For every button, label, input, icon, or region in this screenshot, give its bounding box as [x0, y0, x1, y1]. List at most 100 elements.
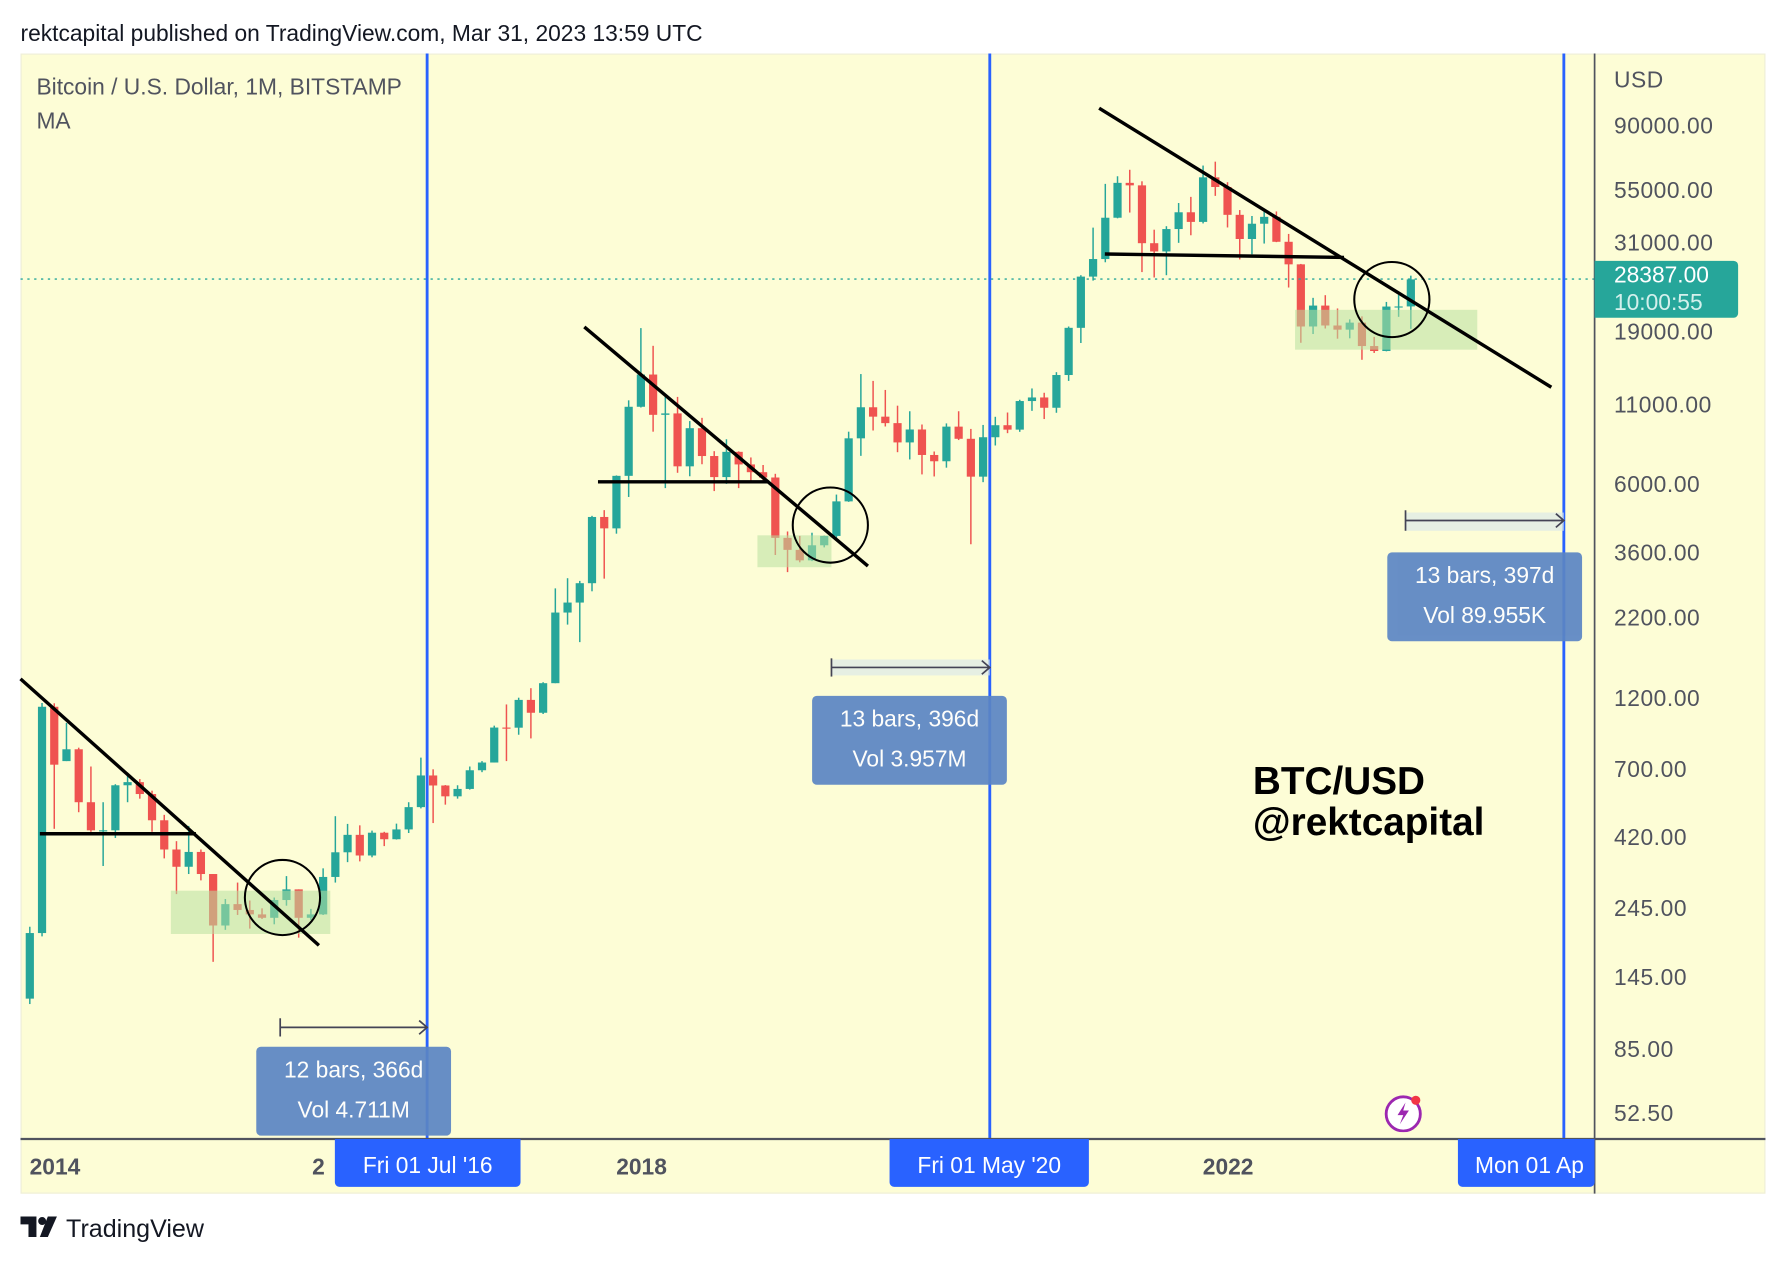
- price-label: 1200.00: [1613, 686, 1701, 712]
- candle-body: [1125, 182, 1134, 186]
- date-range-label-2: 13 bars, 396d Vol 3.957M: [812, 695, 1007, 785]
- lightning-icon[interactable]: [1384, 1093, 1423, 1133]
- watermark-symbol: BTC/USD: [1252, 759, 1426, 803]
- candle-body: [465, 770, 474, 789]
- candle-body: [1174, 212, 1183, 230]
- downtrend-line-2: [583, 325, 870, 568]
- candle-2015-12: [343, 823, 352, 863]
- candle-body: [575, 583, 584, 603]
- candle-2020-03: [966, 428, 975, 545]
- candle-body: [380, 832, 389, 840]
- candle-body: [1284, 241, 1293, 265]
- candle-body: [636, 374, 645, 407]
- candle-body: [966, 438, 975, 477]
- candle-2017-10: [612, 475, 621, 534]
- candle-2017-02: [514, 697, 523, 735]
- tradingview-logo[interactable]: TradingView: [20, 1214, 204, 1244]
- breakout-circle-1: [243, 858, 322, 937]
- candle-2022-02: [1247, 215, 1257, 255]
- candle-2013-10: [25, 926, 34, 1005]
- candle-body: [587, 516, 597, 584]
- candle-body: [844, 438, 853, 502]
- price-label: 700.00: [1613, 757, 1688, 783]
- candle-body: [991, 425, 1000, 438]
- candle-2021-12: [1223, 182, 1232, 228]
- candle-body: [404, 807, 413, 830]
- candle-body: [697, 428, 707, 457]
- candle-body: [1003, 425, 1012, 430]
- candle-body: [881, 416, 890, 424]
- candle-body: [1150, 243, 1159, 252]
- marker-date-apr-2024: Mon 01 Ap: [1457, 1139, 1595, 1187]
- support-line-3: [1104, 252, 1345, 260]
- date-range-label-1: 12 bars, 366d Vol 4.711M: [256, 1046, 452, 1136]
- candle-2018-02: [661, 395, 670, 489]
- candle-2017-05: [551, 588, 560, 684]
- candle-body: [563, 602, 572, 613]
- candle-body: [710, 456, 719, 478]
- candle-body: [514, 699, 523, 728]
- candle-2013-12: [50, 703, 59, 829]
- candle-body: [99, 830, 108, 832]
- candle-2018-03: [673, 396, 682, 473]
- symbol-legend[interactable]: Bitcoin / U.S. Dollar, 1M, BITSTAMP: [36, 75, 402, 101]
- bar-countdown: 10:00:55: [1613, 290, 1703, 316]
- watermark-author: @rektcapital: [1252, 800, 1485, 844]
- candle-2015-11: [331, 816, 340, 883]
- candle-body: [74, 749, 83, 803]
- candle-body: [1260, 216, 1269, 224]
- candle-body: [1113, 182, 1122, 218]
- accumulation-zone-3: [1295, 309, 1478, 350]
- candle-body: [331, 852, 340, 877]
- date-range-arrow-3: [1405, 513, 1566, 529]
- candle-2020-12: [1076, 275, 1085, 343]
- candle-body: [367, 832, 377, 856]
- publish-header: rektcapital published on TradingView.com…: [20, 21, 703, 47]
- candle-2021-05: [1137, 181, 1147, 273]
- candle-2014-03: [86, 766, 96, 832]
- candle-2022-05: [1284, 233, 1293, 288]
- candle-2016-05: [404, 802, 413, 834]
- indicator-legend[interactable]: MA: [36, 109, 71, 135]
- candle-2021-07: [1162, 226, 1171, 276]
- price-label: 2200.00: [1613, 605, 1701, 631]
- range-bars: 12 bars, 366d: [283, 1058, 424, 1084]
- candle-2021-03: [1113, 176, 1122, 219]
- candle-body: [771, 477, 780, 538]
- price-axis-currency: USD: [1613, 68, 1664, 94]
- candle-2021-02: [1101, 183, 1110, 263]
- candle-body: [343, 834, 352, 853]
- candle-2016-10: [465, 766, 474, 790]
- price-label: 420.00: [1613, 825, 1688, 851]
- year-label-2014: 2014: [29, 1154, 81, 1181]
- candle-2019-11: [917, 424, 927, 475]
- candle-body: [551, 612, 560, 684]
- price-label: 31000.00: [1613, 231, 1714, 257]
- candle-2016-11: [477, 761, 487, 773]
- price-label: 52.50: [1613, 1101, 1674, 1127]
- candle-body: [86, 802, 96, 831]
- candle-body: [539, 683, 548, 713]
- candle-body: [62, 749, 71, 762]
- candle-2020-11: [1064, 326, 1073, 381]
- candle-body: [196, 851, 206, 875]
- candle-2016-06: [416, 757, 426, 809]
- candle-2019-06: [856, 374, 865, 456]
- candle-body: [1015, 401, 1024, 430]
- watermark-text: BTC/USD @rektcapital: [1253, 761, 1485, 843]
- candle-body: [1137, 185, 1147, 244]
- candles: [25, 161, 1415, 1005]
- candle-body: [50, 706, 59, 765]
- candle-body: [673, 413, 682, 467]
- price-label: 3600.00: [1613, 540, 1701, 566]
- candle-body: [600, 516, 609, 529]
- candle-2014-05: [111, 784, 120, 838]
- candle-body: [355, 834, 364, 856]
- candle-body: [147, 794, 157, 821]
- year-label-2016: 2: [312, 1154, 325, 1181]
- candle-2019-07: [868, 380, 878, 431]
- candle-body: [441, 785, 450, 797]
- candle-2020-08: [1027, 388, 1037, 411]
- candle-2021-01: [1088, 227, 1098, 281]
